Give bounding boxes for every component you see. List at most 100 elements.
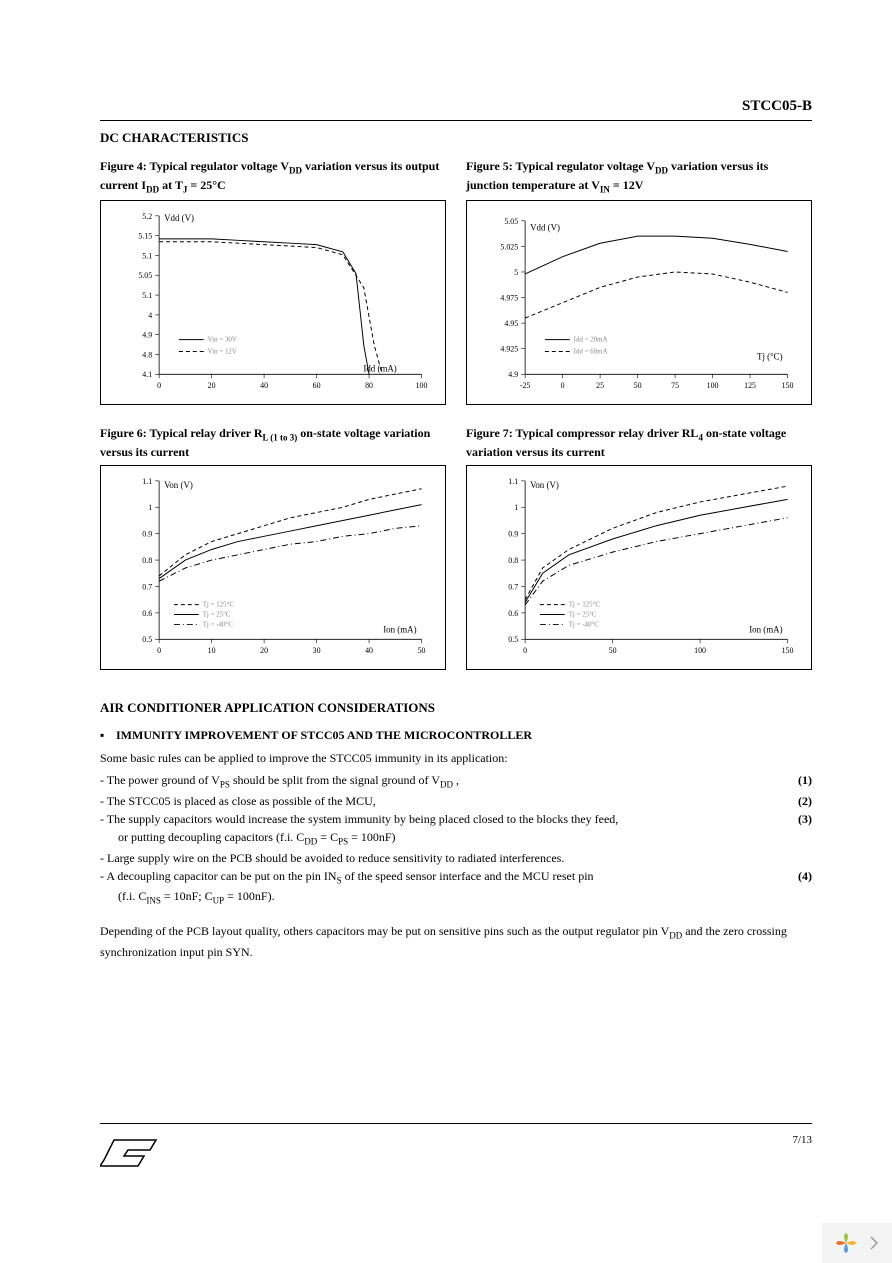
chart-svg: 4.94.9254.954.97555.0255.05 -25025507510… bbox=[467, 201, 811, 404]
svg-text:0.7: 0.7 bbox=[508, 582, 518, 591]
svg-text:150: 150 bbox=[782, 646, 794, 655]
figure-row-2: Figure 6: Typical relay driver RL (1 to … bbox=[100, 425, 812, 670]
svg-text:0.9: 0.9 bbox=[508, 529, 518, 538]
svg-text:1: 1 bbox=[514, 503, 518, 512]
chart-svg: 0.50.60.70.80.911.1 01020304050 Von (V) … bbox=[101, 466, 445, 669]
figure-5-title: Figure 5: Typical regulator voltage VDD … bbox=[466, 158, 812, 196]
svg-text:Tj (°C): Tj (°C) bbox=[757, 351, 783, 361]
svg-text:Von (V): Von (V) bbox=[164, 480, 193, 490]
rule-item: - A decoupling capacitor can be put on t… bbox=[100, 867, 812, 888]
rule-item: or putting decoupling capacitors (f.i. C… bbox=[100, 828, 812, 849]
figure-6-chart: 0.50.60.70.80.911.1 01020304050 Von (V) … bbox=[100, 465, 446, 670]
svg-text:4.1: 4.1 bbox=[142, 370, 152, 379]
svg-text:Idd = 60mA: Idd = 60mA bbox=[574, 348, 608, 355]
svg-text:0.8: 0.8 bbox=[142, 556, 152, 565]
chart-svg: 4.14.84.945.15.055.15.155.2 020406080100… bbox=[101, 201, 445, 404]
svg-text:100: 100 bbox=[416, 381, 428, 390]
svg-text:4.9: 4.9 bbox=[142, 331, 152, 340]
svg-text:Vdd (V): Vdd (V) bbox=[164, 213, 194, 223]
svg-text:Ion (mA): Ion (mA) bbox=[383, 624, 416, 634]
svg-text:150: 150 bbox=[782, 381, 794, 390]
svg-text:4.925: 4.925 bbox=[500, 345, 518, 354]
page-footer: 7/13 bbox=[100, 1123, 812, 1168]
svg-text:50: 50 bbox=[634, 381, 642, 390]
svg-text:Idd = 20mA: Idd = 20mA bbox=[574, 337, 608, 344]
svg-text:75: 75 bbox=[671, 381, 679, 390]
rule-item: (f.i. CINS = 10nF; CUP = 100nF). bbox=[100, 887, 812, 908]
bullet-immunity: ▪ IMMUNITY IMPROVEMENT OF STCC05 AND THE… bbox=[100, 728, 812, 743]
svg-text:Tj = 125°C: Tj = 125°C bbox=[203, 601, 235, 608]
header-rule bbox=[100, 120, 812, 121]
svg-text:20: 20 bbox=[260, 646, 268, 655]
page-number: 7/13 bbox=[792, 1134, 812, 1146]
svg-text:5: 5 bbox=[514, 268, 518, 277]
rule-item: - The supply capacitors would increase t… bbox=[100, 810, 812, 828]
svg-text:1.1: 1.1 bbox=[508, 477, 518, 486]
figure-4: Figure 4: Typical regulator voltage VDD … bbox=[100, 158, 446, 405]
svg-text:1.1: 1.1 bbox=[142, 477, 152, 486]
svg-text:125: 125 bbox=[744, 381, 756, 390]
svg-text:4: 4 bbox=[148, 311, 152, 320]
svg-text:100: 100 bbox=[694, 646, 706, 655]
svg-text:50: 50 bbox=[609, 646, 617, 655]
svg-text:0: 0 bbox=[523, 646, 527, 655]
svg-text:Vdd (V): Vdd (V) bbox=[530, 223, 560, 233]
svg-text:Tj = 125°C: Tj = 125°C bbox=[569, 601, 601, 608]
outro-text: Depending of the PCB layout quality, oth… bbox=[100, 922, 812, 961]
svg-text:0.8: 0.8 bbox=[508, 556, 518, 565]
svg-text:10: 10 bbox=[208, 646, 216, 655]
figure-row-1: Figure 4: Typical regulator voltage VDD … bbox=[100, 158, 812, 405]
flower-icon bbox=[836, 1233, 856, 1253]
corner-badge[interactable] bbox=[822, 1223, 892, 1263]
svg-text:5.05: 5.05 bbox=[504, 217, 518, 226]
svg-text:Tj = 25°C: Tj = 25°C bbox=[203, 611, 231, 618]
figure-7-chart: 0.50.60.70.80.911.1 050100150 Von (V) Io… bbox=[466, 465, 812, 670]
svg-text:5.15: 5.15 bbox=[138, 232, 152, 241]
svg-text:30: 30 bbox=[313, 646, 321, 655]
svg-text:5.1: 5.1 bbox=[142, 251, 152, 260]
chevron-right-icon bbox=[870, 1236, 878, 1250]
svg-text:0: 0 bbox=[561, 381, 565, 390]
svg-text:Tj = 25°C: Tj = 25°C bbox=[569, 611, 597, 618]
doc-id: STCC05-B bbox=[742, 98, 812, 115]
svg-text:50: 50 bbox=[418, 646, 426, 655]
chart-svg: 0.50.60.70.80.911.1 050100150 Von (V) Io… bbox=[467, 466, 811, 669]
rule-item: - Large supply wire on the PCB should be… bbox=[100, 849, 812, 867]
svg-text:0: 0 bbox=[157, 646, 161, 655]
svg-text:80: 80 bbox=[365, 381, 373, 390]
svg-text:0.7: 0.7 bbox=[142, 582, 152, 591]
rule-item: - The STCC05 is placed as close as possi… bbox=[100, 792, 812, 810]
svg-text:0.5: 0.5 bbox=[508, 635, 518, 644]
section-air-conditioner: AIR CONDITIONER APPLICATION CONSIDERATIO… bbox=[100, 700, 812, 716]
svg-text:5.05: 5.05 bbox=[138, 271, 152, 280]
svg-text:0: 0 bbox=[157, 381, 161, 390]
figure-7: Figure 7: Typical compressor relay drive… bbox=[466, 425, 812, 670]
rules-list: - The power ground of VPS should be spli… bbox=[100, 771, 812, 909]
svg-text:4.95: 4.95 bbox=[504, 319, 518, 328]
rule-item: - The power ground of VPS should be spli… bbox=[100, 771, 812, 792]
svg-text:5.1: 5.1 bbox=[142, 291, 152, 300]
intro-text: Some basic rules can be applied to impro… bbox=[100, 749, 812, 767]
svg-text:-25: -25 bbox=[520, 381, 531, 390]
square-bullet-icon: ▪ bbox=[100, 728, 106, 743]
svg-text:Tj = -40°C: Tj = -40°C bbox=[569, 621, 600, 628]
svg-text:40: 40 bbox=[260, 381, 268, 390]
svg-text:Von (V): Von (V) bbox=[530, 480, 559, 490]
st-logo-icon bbox=[100, 1134, 160, 1168]
figure-6-title: Figure 6: Typical relay driver RL (1 to … bbox=[100, 425, 446, 461]
svg-text:20: 20 bbox=[208, 381, 216, 390]
svg-text:0.6: 0.6 bbox=[508, 609, 518, 618]
svg-text:Tj = -40°C: Tj = -40°C bbox=[203, 621, 234, 628]
svg-text:25: 25 bbox=[596, 381, 604, 390]
svg-text:0.6: 0.6 bbox=[142, 609, 152, 618]
svg-text:40: 40 bbox=[365, 646, 373, 655]
figure-5-chart: 4.94.9254.954.97555.0255.05 -25025507510… bbox=[466, 200, 812, 405]
svg-text:0.9: 0.9 bbox=[142, 529, 152, 538]
svg-text:Vin = 12V: Vin = 12V bbox=[208, 348, 237, 355]
svg-text:1: 1 bbox=[148, 503, 152, 512]
datasheet-page: STCC05-B DC CHARACTERISTICS Figure 4: Ty… bbox=[0, 0, 892, 1263]
figure-5: Figure 5: Typical regulator voltage VDD … bbox=[466, 158, 812, 405]
figure-4-chart: 4.14.84.945.15.055.15.155.2 020406080100… bbox=[100, 200, 446, 405]
svg-text:Vin = 30V: Vin = 30V bbox=[208, 337, 237, 344]
svg-text:4.9: 4.9 bbox=[508, 370, 518, 379]
